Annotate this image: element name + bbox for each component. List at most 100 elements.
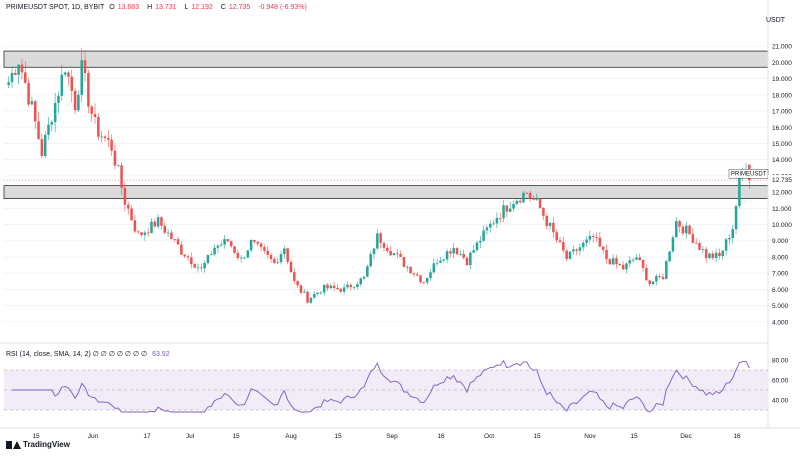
candle-body bbox=[266, 250, 269, 255]
candle-body bbox=[565, 250, 568, 260]
candle-body bbox=[349, 284, 353, 288]
rsi-tick-label: 80.00 bbox=[772, 358, 789, 365]
candle-body bbox=[130, 208, 133, 221]
candle-body bbox=[542, 207, 545, 216]
tradingview-logo[interactable]: TradingView bbox=[6, 440, 70, 449]
time-tick-label: Jul bbox=[186, 433, 195, 440]
resistance-zone bbox=[3, 185, 769, 199]
time-tick-label: 15 bbox=[232, 433, 240, 440]
candle-body bbox=[399, 253, 402, 257]
candle-body bbox=[203, 263, 206, 269]
candle-body bbox=[625, 263, 628, 270]
candle-body bbox=[93, 113, 97, 118]
candle-body bbox=[435, 262, 439, 264]
candle-body bbox=[326, 284, 329, 289]
candle-body bbox=[372, 248, 376, 255]
price-tick-label: 14.000 bbox=[772, 157, 792, 164]
candle-body bbox=[668, 251, 671, 262]
candle-body bbox=[362, 276, 366, 279]
candle-body bbox=[409, 266, 412, 274]
candle-body bbox=[562, 242, 565, 251]
price-tick-label: 16.000 bbox=[772, 125, 792, 132]
candle-body bbox=[721, 250, 725, 257]
candle-body bbox=[515, 200, 519, 204]
rsi-value: 63.92 bbox=[152, 351, 170, 358]
candle-body bbox=[50, 122, 54, 125]
candle-body bbox=[724, 239, 728, 251]
candle-body bbox=[57, 95, 60, 103]
candle-body bbox=[671, 237, 675, 252]
candle-body bbox=[153, 221, 157, 227]
rsi-header[interactable]: RSI (14, close, SMA, 14, 2) ∅ ∅ ∅ ∅ ∅ ∅ … bbox=[6, 350, 170, 358]
candle-body bbox=[146, 232, 150, 234]
candle-body bbox=[180, 244, 183, 255]
currency-label[interactable]: USDT bbox=[766, 17, 786, 24]
candle-body bbox=[133, 220, 137, 232]
price-tick-label: 18.000 bbox=[772, 92, 792, 99]
resistance-zone bbox=[3, 50, 769, 68]
candle-body bbox=[246, 250, 250, 258]
symbol-title[interactable]: PRIMEUSDT SPOT, 1D, BYBIT bbox=[6, 4, 105, 11]
candle-body bbox=[429, 272, 432, 278]
candle-body bbox=[276, 262, 279, 263]
candle-body bbox=[588, 235, 592, 240]
candle-body bbox=[253, 239, 256, 242]
rsi-extra: ∅ ∅ ∅ ∅ ∅ ∅ ∅ bbox=[92, 351, 148, 358]
candle-body bbox=[140, 232, 143, 236]
time-tick-label: 15 bbox=[630, 433, 638, 440]
candle-body bbox=[296, 281, 299, 286]
candle-body bbox=[332, 285, 336, 288]
candle-body bbox=[316, 292, 319, 295]
candle-body bbox=[734, 205, 738, 230]
candle-body bbox=[216, 245, 220, 248]
candle-body bbox=[455, 248, 459, 255]
price-tick-label: 9.000 bbox=[772, 238, 789, 245]
candle-body bbox=[525, 192, 529, 194]
candle-body bbox=[661, 276, 665, 279]
candle-body bbox=[598, 237, 602, 247]
candle-body bbox=[498, 217, 502, 219]
candle-body bbox=[505, 205, 509, 212]
candle-body bbox=[143, 232, 147, 236]
candle-body bbox=[608, 259, 612, 265]
candle-body bbox=[386, 247, 389, 251]
candle-body bbox=[196, 267, 200, 269]
candle-body bbox=[176, 239, 180, 245]
candle-body bbox=[698, 243, 701, 250]
candle-body bbox=[396, 253, 399, 255]
candle-body bbox=[369, 254, 372, 267]
candle-body bbox=[425, 277, 429, 283]
candle-body bbox=[107, 138, 110, 140]
candle-body bbox=[200, 267, 203, 269]
candle-body bbox=[206, 254, 210, 264]
candle-body bbox=[532, 197, 535, 200]
candle-body bbox=[213, 247, 216, 255]
candle-body bbox=[618, 263, 622, 265]
price-tick-label: 10.000 bbox=[772, 222, 792, 229]
candle-body bbox=[678, 221, 681, 227]
candle-body bbox=[489, 223, 492, 228]
time-tick-label: Aug bbox=[285, 433, 297, 440]
price-badge-text: 12.735 bbox=[772, 177, 792, 184]
candle-body bbox=[601, 246, 605, 250]
candle-body bbox=[299, 285, 303, 293]
candle-body bbox=[309, 297, 313, 303]
candle-body bbox=[283, 248, 286, 255]
candle-body bbox=[279, 254, 283, 263]
candle-body bbox=[263, 247, 266, 251]
candle-body bbox=[126, 204, 130, 209]
candle-body bbox=[97, 117, 100, 137]
price-tick-label: 17.000 bbox=[772, 109, 792, 116]
time-tick-label: 16 bbox=[733, 433, 741, 440]
candle-body bbox=[445, 251, 449, 260]
candle-body bbox=[422, 282, 426, 283]
candle-body bbox=[183, 254, 186, 257]
time-tick-label: 15 bbox=[32, 433, 40, 440]
time-tick-label: Oct bbox=[484, 433, 494, 440]
candle-body bbox=[548, 222, 552, 227]
candle-body bbox=[286, 248, 289, 262]
candle-body bbox=[558, 240, 562, 243]
candle-body bbox=[442, 259, 446, 261]
